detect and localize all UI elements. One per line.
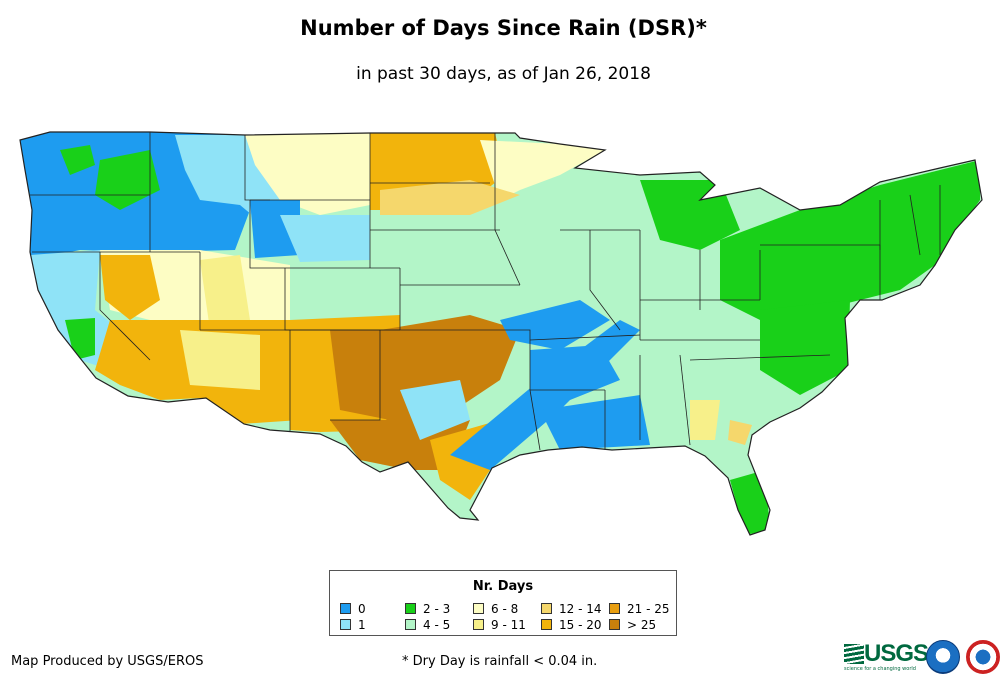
legend-label: 4 - 5	[423, 618, 451, 632]
legend-swatch	[609, 603, 620, 614]
legend-label: 9 - 11	[491, 618, 526, 632]
legend-label: 15 - 20	[559, 618, 602, 632]
legend-swatch	[340, 619, 351, 630]
legend-swatch	[473, 619, 484, 630]
legend-swatch	[473, 603, 484, 614]
usgs-logo: USGS	[864, 640, 929, 667]
legend-label: 0	[358, 602, 366, 616]
legend-swatch	[405, 603, 416, 614]
legend: Nr. Days 0 1 2 - 3 4 - 5 6 - 8 9 - 11 12 - 14 1…	[329, 570, 677, 636]
state-borders	[19, 131, 983, 536]
legend-label: 12 - 14	[559, 602, 602, 616]
nws-seal	[966, 640, 1000, 674]
legend-label: 21 - 25	[627, 602, 670, 616]
legend-swatch	[340, 603, 351, 614]
usgs-tagline: science for a changing world	[844, 666, 916, 672]
footnote-text: * Dry Day is rainfall < 0.04 in.	[402, 654, 598, 669]
us-dsr-map	[19, 131, 983, 536]
agency-logos: USGS science for a changing world	[842, 637, 1002, 679]
legend-swatch	[609, 619, 620, 630]
legend-label: 1	[358, 618, 366, 632]
map-title: Number of Days Since Rain (DSR)*	[300, 16, 707, 40]
credit-text: Map Produced by USGS/EROS	[11, 654, 204, 669]
legend-label: 6 - 8	[491, 602, 519, 616]
dsr-shading	[20, 132, 982, 535]
map-subtitle: in past 30 days, as of Jan 26, 2018	[356, 64, 651, 84]
usgs-logo-mark	[844, 644, 864, 664]
legend-swatch	[541, 619, 552, 630]
legend-label: 2 - 3	[423, 602, 451, 616]
legend-label: > 25	[627, 618, 657, 632]
legend-swatch	[405, 619, 416, 630]
noaa-seal	[926, 640, 960, 674]
legend-swatch	[541, 603, 552, 614]
legend-title: Nr. Days	[472, 579, 534, 594]
